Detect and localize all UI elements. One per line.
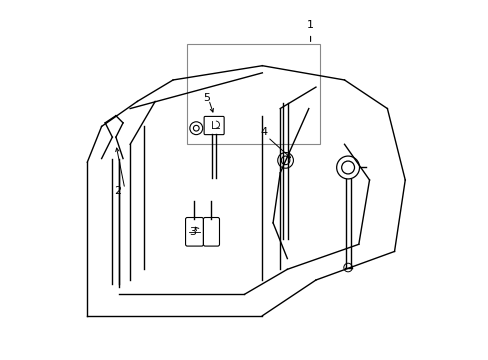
Text: 3: 3 <box>189 227 196 237</box>
Text: 2: 2 <box>114 186 121 197</box>
Bar <box>187 44 319 144</box>
Text: 4: 4 <box>260 127 267 137</box>
Text: 5: 5 <box>203 93 210 103</box>
Text: 1: 1 <box>306 19 313 30</box>
